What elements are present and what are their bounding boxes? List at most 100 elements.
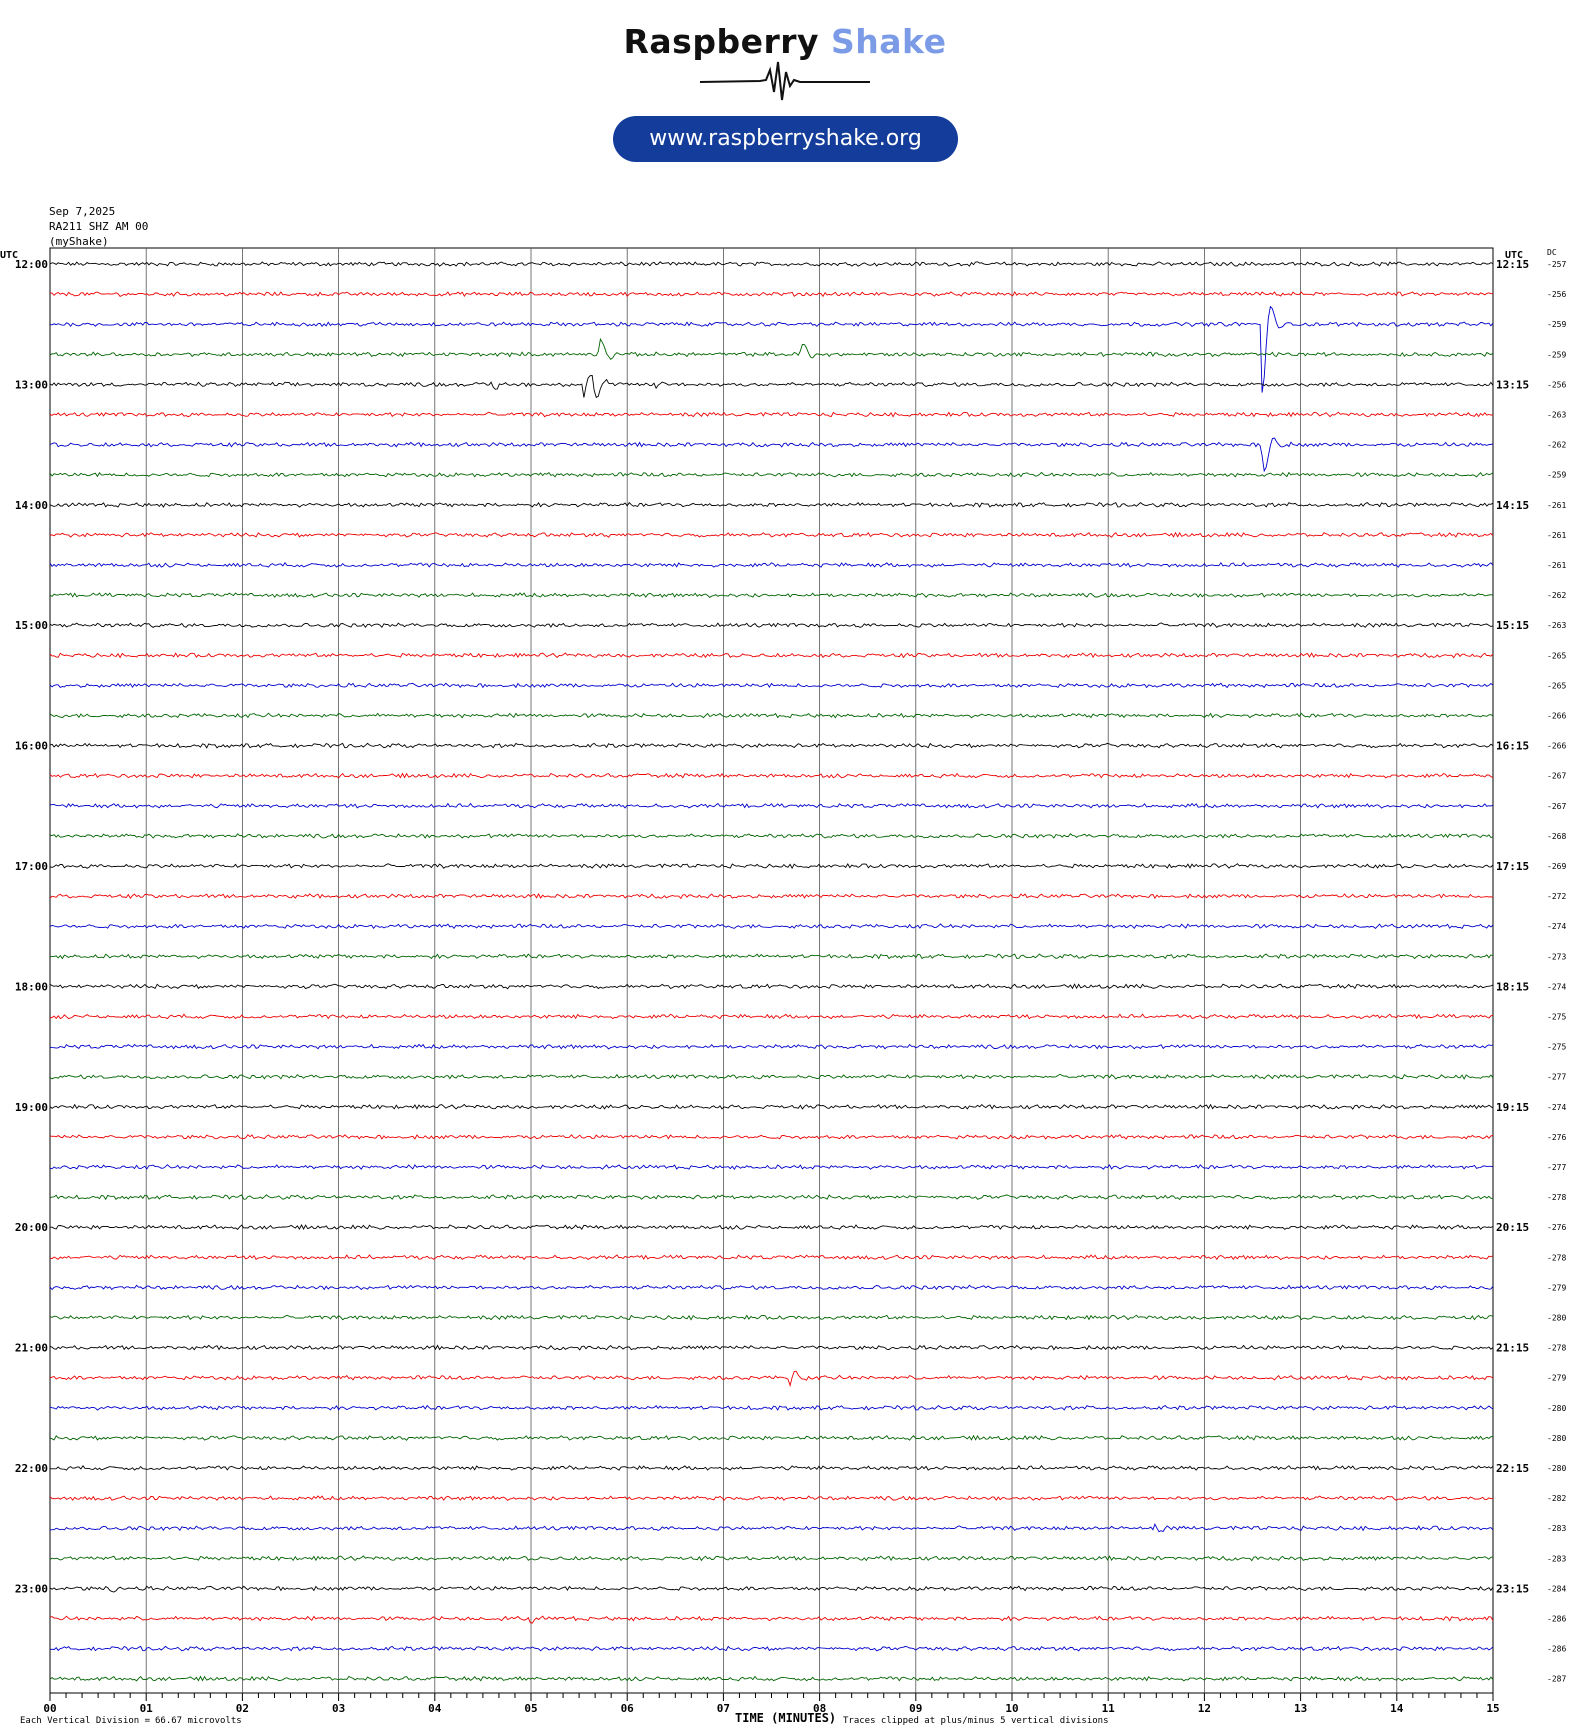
- x-tick-label: 00: [43, 1702, 56, 1715]
- division-scale-label: Each Vertical Division =: [20, 1716, 151, 1726]
- dc-value-label: -278: [1547, 1253, 1566, 1262]
- right-hour-label: 21:15: [1496, 1342, 1529, 1355]
- left-hour-label: 19:00: [15, 1101, 48, 1114]
- x-tick-label: 07: [717, 1702, 730, 1715]
- trace-line: [49, 561, 1494, 568]
- x-tick-label: 08: [813, 1702, 826, 1715]
- dc-value-label: -266: [1547, 742, 1566, 751]
- right-hour-label: 22:15: [1496, 1462, 1529, 1475]
- x-tick-label: 04: [428, 1702, 442, 1715]
- x-tick-label: 03: [332, 1702, 345, 1715]
- trace-line: [49, 261, 1494, 267]
- dc-value-label: -256: [1547, 290, 1566, 299]
- dc-value-label: -265: [1547, 681, 1566, 690]
- trace-line: [49, 1073, 1494, 1080]
- trace-line: [49, 983, 1494, 990]
- station-label: RA211 SHZ AM 00: [49, 220, 149, 233]
- left-hour-label: 22:00: [15, 1462, 48, 1475]
- trace-line: [49, 1495, 1494, 1501]
- trace-line: [50, 1224, 1494, 1231]
- trace-line: [49, 1314, 1494, 1321]
- right-hour-label: 18:15: [1496, 980, 1529, 993]
- dc-value-label: -263: [1547, 411, 1566, 420]
- trace-line: [49, 622, 1494, 629]
- dc-value-label: -279: [1547, 1283, 1566, 1292]
- right-hour-label: 15:15: [1496, 619, 1529, 632]
- trace-line: [49, 712, 1494, 719]
- dc-value-label: -261: [1547, 561, 1566, 570]
- website-url-badge[interactable]: www.raspberryshake.org: [613, 116, 958, 162]
- dc-value-label: -287: [1547, 1675, 1566, 1684]
- dc-value-label: -265: [1547, 651, 1566, 660]
- right-hour-label: 13:15: [1496, 378, 1529, 391]
- left-hour-label: 13:00: [15, 378, 48, 391]
- trace-line: [49, 471, 1494, 478]
- dc-header-label: DC: [1547, 248, 1557, 257]
- trace-line: [49, 1585, 1494, 1593]
- right-hour-label: 17:15: [1496, 860, 1529, 873]
- dc-value-label: -280: [1547, 1434, 1566, 1443]
- trace-line: [49, 1344, 1494, 1351]
- seismic-wave-icon: [700, 61, 870, 101]
- left-hour-label: 23:00: [15, 1582, 48, 1595]
- dc-value-label: -261: [1547, 501, 1566, 510]
- utc-label-left: UTC: [0, 250, 18, 261]
- dc-value-label: -259: [1547, 320, 1566, 329]
- right-hour-label: 20:15: [1496, 1221, 1529, 1234]
- trace-line: [49, 1615, 1494, 1624]
- dc-value-label: -262: [1547, 591, 1566, 600]
- dc-value-label: -278: [1547, 1344, 1566, 1353]
- x-tick-label: 14: [1390, 1702, 1404, 1715]
- dc-value-label: -274: [1547, 982, 1566, 991]
- dc-value-label: -267: [1547, 772, 1566, 781]
- dc-value-label: -277: [1547, 1073, 1566, 1082]
- dc-value-label: -259: [1547, 471, 1566, 480]
- dc-value-label: -269: [1547, 862, 1566, 871]
- x-tick-label: 06: [621, 1702, 635, 1715]
- dc-value-label: -286: [1547, 1615, 1566, 1624]
- trace-line: [49, 1370, 1494, 1388]
- right-hour-label: 23:15: [1496, 1582, 1529, 1595]
- trace-line: [49, 375, 1494, 399]
- left-hour-label: 18:00: [15, 980, 48, 993]
- dc-value-label: -257: [1547, 260, 1566, 269]
- left-hour-label: 14:00: [15, 499, 48, 512]
- trace-line: [49, 953, 1494, 960]
- dc-value-label: -274: [1547, 922, 1566, 931]
- right-hour-label: 16:15: [1496, 740, 1529, 753]
- trace-line: [49, 1434, 1494, 1441]
- left-hour-label: 17:00: [15, 860, 48, 873]
- trace-line: [49, 682, 1494, 689]
- left-hour-label: 20:00: [15, 1221, 48, 1234]
- trace-line: [49, 290, 1494, 298]
- dc-value-label: -274: [1547, 1103, 1566, 1112]
- network-label: (myShake): [49, 235, 109, 248]
- trace-line: [49, 1555, 1493, 1562]
- trace-line: [49, 305, 1494, 393]
- dc-value-label: -266: [1547, 712, 1566, 721]
- trace-line: [49, 802, 1494, 809]
- left-hour-label: 16:00: [15, 740, 48, 753]
- dc-value-label: -259: [1547, 350, 1566, 359]
- dc-value-label: -280: [1547, 1404, 1566, 1413]
- x-tick-label: 09: [909, 1702, 922, 1715]
- dc-value-label: -283: [1547, 1554, 1566, 1563]
- x-axis-title: TIME (MINUTES): [735, 1711, 836, 1725]
- chart-labels: 00 01 02 03 04 05 06 07 08 09 10 11 12 13 14 15 -257 -256…: [0, 248, 1566, 1726]
- dc-value-label: -283: [1547, 1524, 1566, 1533]
- clip-note: Traces clipped at plus/minus 5 vertical …: [843, 1716, 1109, 1726]
- trace-line: [49, 923, 1494, 930]
- trace-line: [49, 862, 1494, 870]
- trace-series: [49, 261, 1494, 1682]
- dc-value-label: -275: [1547, 1013, 1566, 1022]
- dc-value-label: -280: [1547, 1464, 1566, 1473]
- trace-line: [49, 531, 1494, 538]
- trace-line: [49, 1134, 1494, 1140]
- dc-value-label: -273: [1547, 952, 1566, 961]
- trace-line: [49, 742, 1494, 749]
- trace-line: [49, 1404, 1494, 1411]
- right-hour-label: 19:15: [1496, 1101, 1529, 1114]
- trace-line: [49, 1254, 1494, 1261]
- right-hour-label: 14:15: [1496, 499, 1529, 512]
